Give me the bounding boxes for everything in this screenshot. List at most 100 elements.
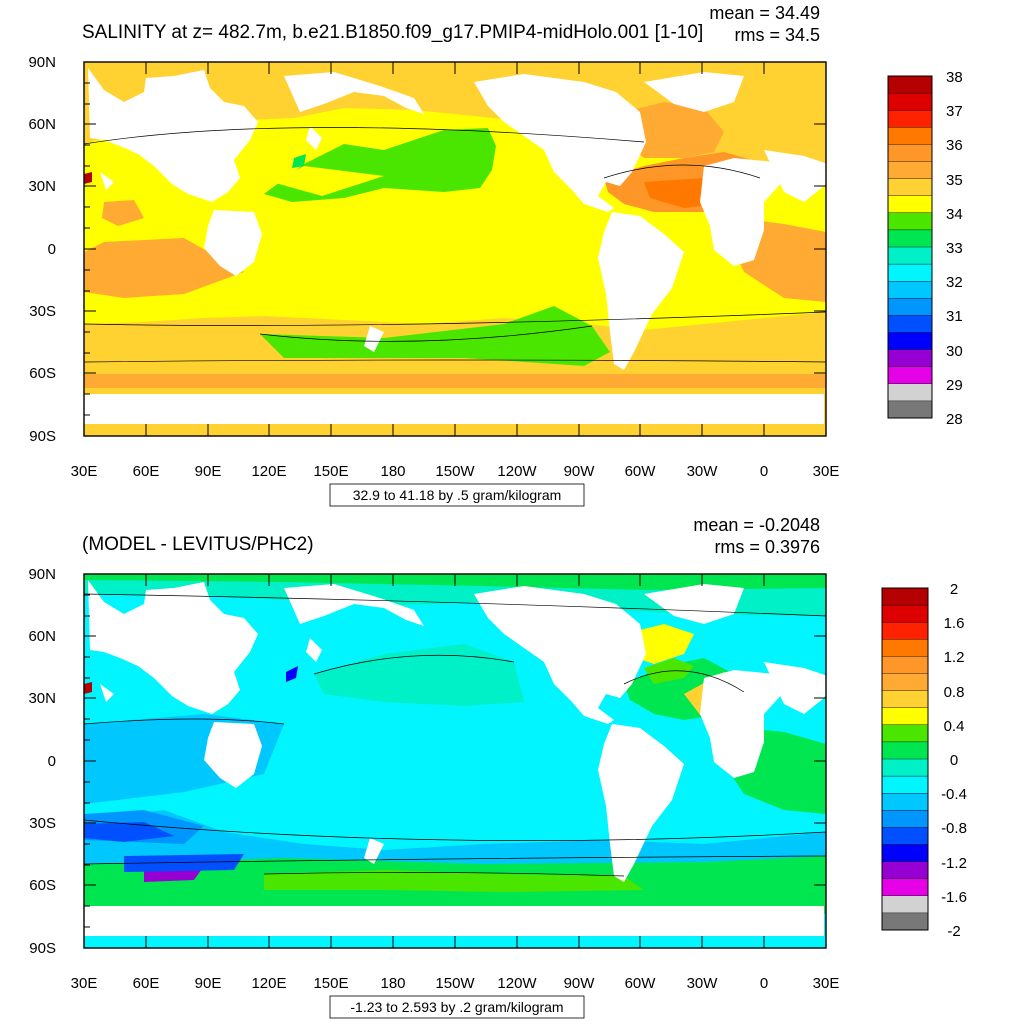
x-tick-label: 120W — [497, 975, 537, 992]
colorbar-swatch — [881, 741, 929, 760]
x-tick-label: 120W — [497, 463, 537, 480]
colorbar-label: 1.2 — [944, 649, 965, 666]
colorbar-swatch — [887, 298, 933, 316]
colorbar-frame — [887, 75, 933, 419]
colorbar-swatches — [887, 75, 933, 419]
x-tick-label: 150E — [313, 975, 348, 992]
colorbar-label: 31 — [946, 308, 963, 325]
contour-caption-box — [329, 995, 585, 1019]
colorbar-swatch — [887, 75, 933, 94]
colorbar-swatch — [881, 690, 929, 709]
colorbar-swatch — [887, 212, 933, 231]
y-tick-label: 30S — [29, 815, 56, 832]
x-tick-label: 120E — [251, 975, 286, 992]
x-tick-label: 150W — [435, 463, 475, 480]
x-tick-label: 0 — [760, 975, 768, 992]
panel-difference: (MODEL - LEVITUS/PHC2) mean = -0.2048 rm… — [28, 515, 967, 1019]
colorbar-swatch — [881, 861, 929, 880]
colorbar-label: 34 — [946, 206, 963, 223]
y-axis-labels: 90N 60N 30N 0 30S 60S 90S — [28, 566, 56, 957]
colorbar-swatch — [881, 656, 929, 675]
colorbar-swatch — [881, 793, 929, 811]
y-tick-label: 90N — [28, 54, 56, 71]
colorbar-swatch — [881, 707, 929, 726]
x-tick-label: 30E — [813, 463, 840, 480]
panel-title: (MODEL - LEVITUS/PHC2) — [82, 534, 314, 555]
y-tick-label: 90S — [29, 940, 56, 957]
x-axis-labels: 30E 60E 90E 120E 150E 180 150W 120W 90W … — [71, 463, 840, 480]
colorbar-swatch — [887, 127, 933, 145]
y-tick-label: 30S — [29, 303, 56, 320]
map-area — [83, 61, 834, 437]
colorbar-swatch — [887, 229, 933, 248]
colorbar-swatch — [887, 383, 933, 402]
colorbar-swatch — [887, 195, 933, 214]
x-tick-label: 60E — [133, 463, 160, 480]
colorbar-swatch — [887, 315, 933, 333]
colorbar-label: 32 — [946, 274, 963, 291]
mean-stat: mean = 34.49 — [709, 3, 820, 23]
colorbar: 38 37 36 35 34 33 32 31 30 29 28 — [887, 69, 963, 428]
y-tick-label: 60S — [29, 365, 56, 382]
colorbar-swatch — [887, 92, 933, 111]
x-tick-label: 150W — [435, 975, 475, 992]
colorbar-swatch — [881, 622, 929, 640]
x-tick-label: 30W — [687, 463, 719, 480]
y-tick-label: 30N — [28, 690, 56, 707]
x-tick-label: 60W — [625, 463, 657, 480]
colorbar-label: -2 — [947, 923, 960, 940]
colorbar-swatch — [881, 587, 929, 606]
colorbar-label: 0.4 — [944, 718, 965, 735]
x-tick-label: 150E — [313, 463, 348, 480]
rms-stat: rms = 0.3976 — [714, 537, 820, 557]
colorbar-label: 28 — [946, 411, 963, 428]
colorbar-swatch — [881, 844, 929, 863]
colorbar-swatch — [881, 827, 929, 846]
colorbar-label: 33 — [946, 240, 963, 257]
colorbar-swatch — [887, 281, 933, 299]
y-tick-label: 0 — [48, 241, 56, 258]
colorbar-label: 35 — [946, 172, 963, 189]
colorbar-swatches — [881, 587, 929, 931]
colorbar-label: -0.4 — [941, 786, 967, 803]
colorbar-swatch — [887, 144, 933, 162]
colorbar-swatch — [881, 673, 929, 692]
mean-stat: mean = -0.2048 — [693, 515, 820, 535]
colorbar-label: 38 — [946, 69, 963, 86]
x-tick-label: 30E — [813, 975, 840, 992]
colorbar-swatch — [881, 724, 929, 743]
x-tick-label: 180 — [380, 463, 405, 480]
rms-stat: rms = 34.5 — [734, 25, 820, 45]
colorbar-swatch — [887, 246, 933, 265]
colorbar-label: 37 — [946, 103, 963, 120]
colorbar-label: -1.2 — [941, 855, 967, 872]
colorbar: 2 1.6 1.2 0.8 0.4 0 -0.4 -0.8 -1.2 -1.6 … — [881, 581, 967, 940]
y-tick-label: 60N — [28, 628, 56, 645]
colorbar-swatch — [881, 912, 929, 931]
colorbar-swatch — [881, 895, 929, 914]
colorbar-swatch — [887, 349, 933, 368]
contour-caption-box — [329, 483, 585, 507]
x-tick-label: 30E — [71, 975, 98, 992]
colorbar-swatch — [887, 366, 933, 385]
colorbar-swatch — [887, 263, 933, 282]
colorbar-swatch — [887, 161, 933, 180]
colorbar-swatch — [881, 758, 929, 777]
colorbar-label: 2 — [950, 581, 958, 598]
colorbar-label: 0.8 — [944, 684, 965, 701]
x-tick-label: 0 — [760, 463, 768, 480]
x-tick-label: 180 — [380, 975, 405, 992]
colorbar-swatch — [881, 639, 929, 657]
panel-title: SALINITY at z= 482.7m, b.e21.B1850.f09_g… — [82, 22, 703, 43]
colorbar-label: 1.6 — [944, 615, 965, 632]
contour-caption: 32.9 to 41.18 by .5 gram/kilogram — [353, 487, 562, 503]
colorbar-label: 0 — [950, 752, 958, 769]
y-tick-label: 60S — [29, 877, 56, 894]
colorbar-swatch — [887, 178, 933, 197]
colorbar-label: 30 — [946, 343, 963, 360]
colorbar-swatch — [887, 109, 933, 128]
x-tick-label: 120E — [251, 463, 286, 480]
colorbar-swatch — [881, 604, 929, 623]
x-tick-label: 90W — [564, 975, 596, 992]
y-tick-label: 30N — [28, 178, 56, 195]
